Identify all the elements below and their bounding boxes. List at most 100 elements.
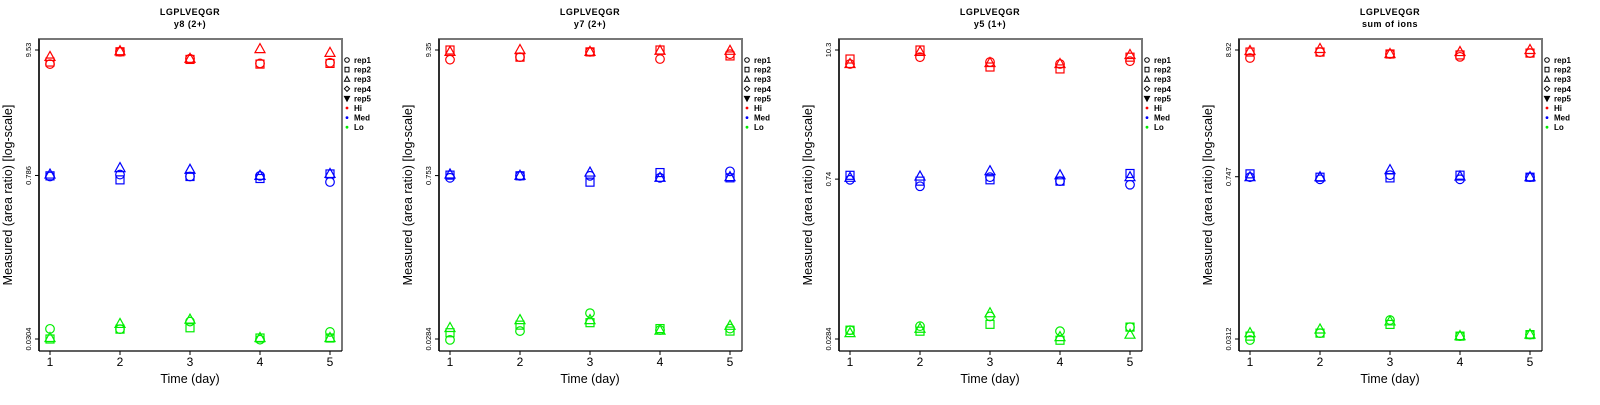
point-med-rep2-day5 [1125,168,1135,179]
legend-label-rep5: rep5 [1554,94,1571,103]
point-lo-rep2-day1 [845,325,855,335]
chart-title: LGPLVEQGR [1360,7,1420,17]
point-lo-rep2-day3 [185,323,195,333]
legend-label-med: Med [1154,114,1170,123]
point-med-rep2-day4 [655,167,665,178]
point-hi-rep3-day4 [1453,45,1467,57]
legend-label-rep5: rep5 [354,94,371,103]
point-hi-rep3-day2 [513,43,527,55]
point-med-rep3-day4 [253,169,267,180]
legend-label-rep4: rep4 [1154,85,1171,94]
legend-label-rep2: rep2 [1154,66,1171,75]
point-lo-rep1-day2 [515,326,525,336]
point-med-rep3-day3 [183,163,197,174]
point-hi-rep2-day1 [45,57,55,67]
plot-frame [438,38,743,351]
point-med-rep3-day2 [1313,170,1327,182]
point-lo-rep3-day5 [1123,327,1137,339]
point-lo-rep3-day2 [1313,322,1327,334]
point-hi-rep2-day1 [845,54,855,64]
legend-symbol-rep5 [743,95,751,103]
point-med-rep2-day3 [185,171,195,182]
point-lo-rep3-day5 [723,319,737,330]
point-med-rep3-day4 [1053,168,1067,180]
chart-subtitle: y8 (2+) [174,19,206,29]
point-med-rep2-day3 [985,175,995,185]
point-lo-rep3-day1 [1243,326,1257,338]
x-tick-label: 4 [1057,355,1064,369]
chart-title: LGPLVEQGR [960,7,1020,17]
x-tick-label: 2 [917,355,924,369]
point-hi-rep3-day2 [113,44,127,56]
point-lo-rep3-day1 [443,321,457,333]
point-hi-rep3-day1 [1243,44,1257,56]
legend-symbol-rep3 [1543,75,1551,82]
x-axis-label: Time (day) [960,372,1019,386]
legend-symbol-rep2 [1544,66,1550,73]
legend-symbol-rep4 [343,85,351,93]
point-hi-rep3-day5 [1123,48,1137,60]
x-tick-label: 4 [257,355,264,369]
legend-dot-med [1545,116,1549,119]
point-med-rep3-day2 [513,169,527,180]
point-lo-rep3-day2 [913,322,927,333]
chart-subtitle: sum of ions [1362,19,1418,29]
point-hi-rep3-day1 [443,45,457,57]
x-tick-label: 4 [657,355,664,369]
legend-symbol-rep2 [344,66,350,73]
point-hi-rep3-day3 [983,56,997,68]
point-lo-rep3-day1 [843,326,857,338]
legend-symbol-rep3 [1143,75,1151,82]
legend-label-rep1: rep1 [1554,56,1571,65]
chart-subtitle: y7 (2+) [574,19,606,29]
legend-dot-hi [745,106,749,110]
legend-dot-med [345,116,349,119]
point-hi-rep3-day3 [183,52,197,63]
point-lo-rep1-day3 [585,308,595,319]
y-tick-label: 0.786 [24,166,33,185]
point-hi-rep1-day2 [915,52,925,63]
point-med-rep3-day3 [983,164,997,176]
point-lo-rep2-day3 [985,319,995,329]
point-med-rep1-day5 [325,177,335,187]
y-tick-label: 0.753 [424,166,433,185]
point-med-rep1-day4 [1055,176,1065,187]
point-lo-rep1-day5 [325,327,335,337]
point-med-rep1-day2 [915,181,925,192]
chart-subtitle: y5 (1+) [974,19,1006,29]
x-tick-label: 4 [1457,355,1464,369]
point-lo-rep2-day1 [445,328,455,338]
legend-label-rep2: rep2 [754,66,771,75]
x-tick-label: 3 [187,355,194,369]
legend-label-rep1: rep1 [754,56,771,65]
point-lo-rep2-day2 [515,320,525,330]
point-hi-rep3-day5 [723,44,737,55]
legend-label-rep3: rep3 [1554,75,1571,84]
point-med-rep1-day5 [725,166,735,177]
legend-symbol-rep1 [1544,57,1550,63]
legend-label-rep4: rep4 [754,85,771,94]
legend-label-hi: Hi [1154,104,1162,113]
point-lo-rep3-day2 [113,317,127,329]
point-hi-rep1-day1 [1245,53,1255,63]
y-tick-label: 0.0312 [1224,328,1233,351]
x-tick-label: 2 [117,355,124,369]
y-tick-label: 0.0284 [424,328,433,351]
point-lo-rep3-day4 [253,331,267,343]
chart-panel-4: LGPLVEQGR sum of ions 0.0312 0.747 8.92 1 2 3 4 5… [1201,7,1571,386]
point-med-rep3-day3 [1383,163,1397,175]
point-hi-rep3-day2 [1313,42,1327,54]
point-hi-rep2-day5 [725,51,735,61]
point-hi-rep3-day3 [1383,47,1397,59]
point-med-rep3-day2 [113,161,127,173]
legend-label-rep3: rep3 [1154,75,1171,84]
point-hi-rep3-day5 [1523,43,1537,55]
point-med-rep3-day4 [1453,169,1467,181]
point-hi-rep2-day5 [325,58,335,69]
point-lo-rep3-day4 [1453,329,1467,341]
point-lo-rep2-day5 [1125,322,1135,332]
legend-label-rep4: rep4 [354,85,371,94]
point-med-rep1-day2 [115,169,125,180]
y-tick-label: 9.35 [424,43,433,58]
